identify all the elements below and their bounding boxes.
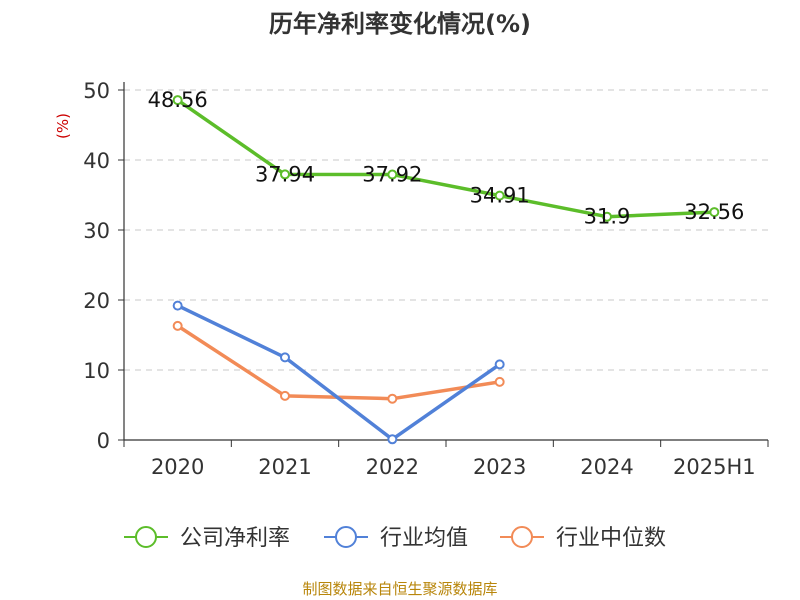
data-label: 37.94 [255, 162, 315, 186]
data-label: 48.56 [148, 88, 208, 112]
data-label: 31.9 [584, 205, 631, 229]
grid-lines [124, 89, 768, 371]
data-point [280, 169, 290, 180]
x-tick-label: 2021 [258, 455, 311, 479]
series-group [172, 95, 720, 445]
series-line [176, 324, 500, 401]
data-point [280, 352, 290, 363]
x-tick-label: 2020 [151, 455, 204, 479]
legend-marker [511, 526, 533, 548]
data-point [172, 320, 183, 331]
legend-label[interactable]: 公司净利率 [180, 526, 290, 551]
legend: 公司净利率 行业均值 行业中位数 [124, 526, 666, 551]
data-point [387, 393, 398, 404]
data-point [280, 390, 290, 401]
data-label: 34.91 [470, 184, 530, 208]
y-axis-label: (%) [54, 113, 72, 139]
data-point [494, 190, 505, 201]
data-label: 37.92 [362, 163, 422, 187]
y-tick-label: 40 [83, 149, 110, 173]
axes: 0 10 20 30 40 50 2020 2021 2022 2023 2024 2025H1 [83, 79, 769, 479]
data-point [387, 169, 398, 180]
x-tick-label: 2022 [366, 455, 419, 479]
legend-marker [135, 526, 157, 548]
data-point [494, 359, 505, 370]
x-tick-label: 2025H1 [673, 455, 756, 479]
x-tick-label: 2024 [580, 455, 633, 479]
data-labels: 48.56 37.94 37.92 34.91 31.9 32.56 [148, 88, 745, 229]
data-point [709, 207, 720, 218]
series-line [176, 304, 501, 442]
data-point [172, 95, 183, 106]
data-point [387, 434, 398, 445]
legend-label[interactable]: 行业中位数 [556, 526, 666, 551]
series-line [176, 98, 715, 219]
data-point [494, 376, 505, 387]
y-tick-label: 10 [83, 359, 110, 383]
data-point [172, 300, 183, 311]
y-tick-label: 50 [83, 79, 110, 103]
legend-marker [335, 526, 357, 548]
chart-title: 历年净利率变化情况(%) [269, 10, 531, 38]
source-note: 制图数据来自恒生聚源数据库 [302, 580, 497, 598]
y-tick-label: 0 [97, 429, 110, 453]
data-label: 32.56 [684, 200, 744, 224]
data-point [602, 211, 612, 222]
legend-label[interactable]: 行业均值 [380, 526, 468, 551]
x-tick-label: 2023 [473, 455, 526, 479]
y-tick-label: 20 [83, 289, 110, 313]
y-tick-label: 30 [83, 219, 110, 243]
